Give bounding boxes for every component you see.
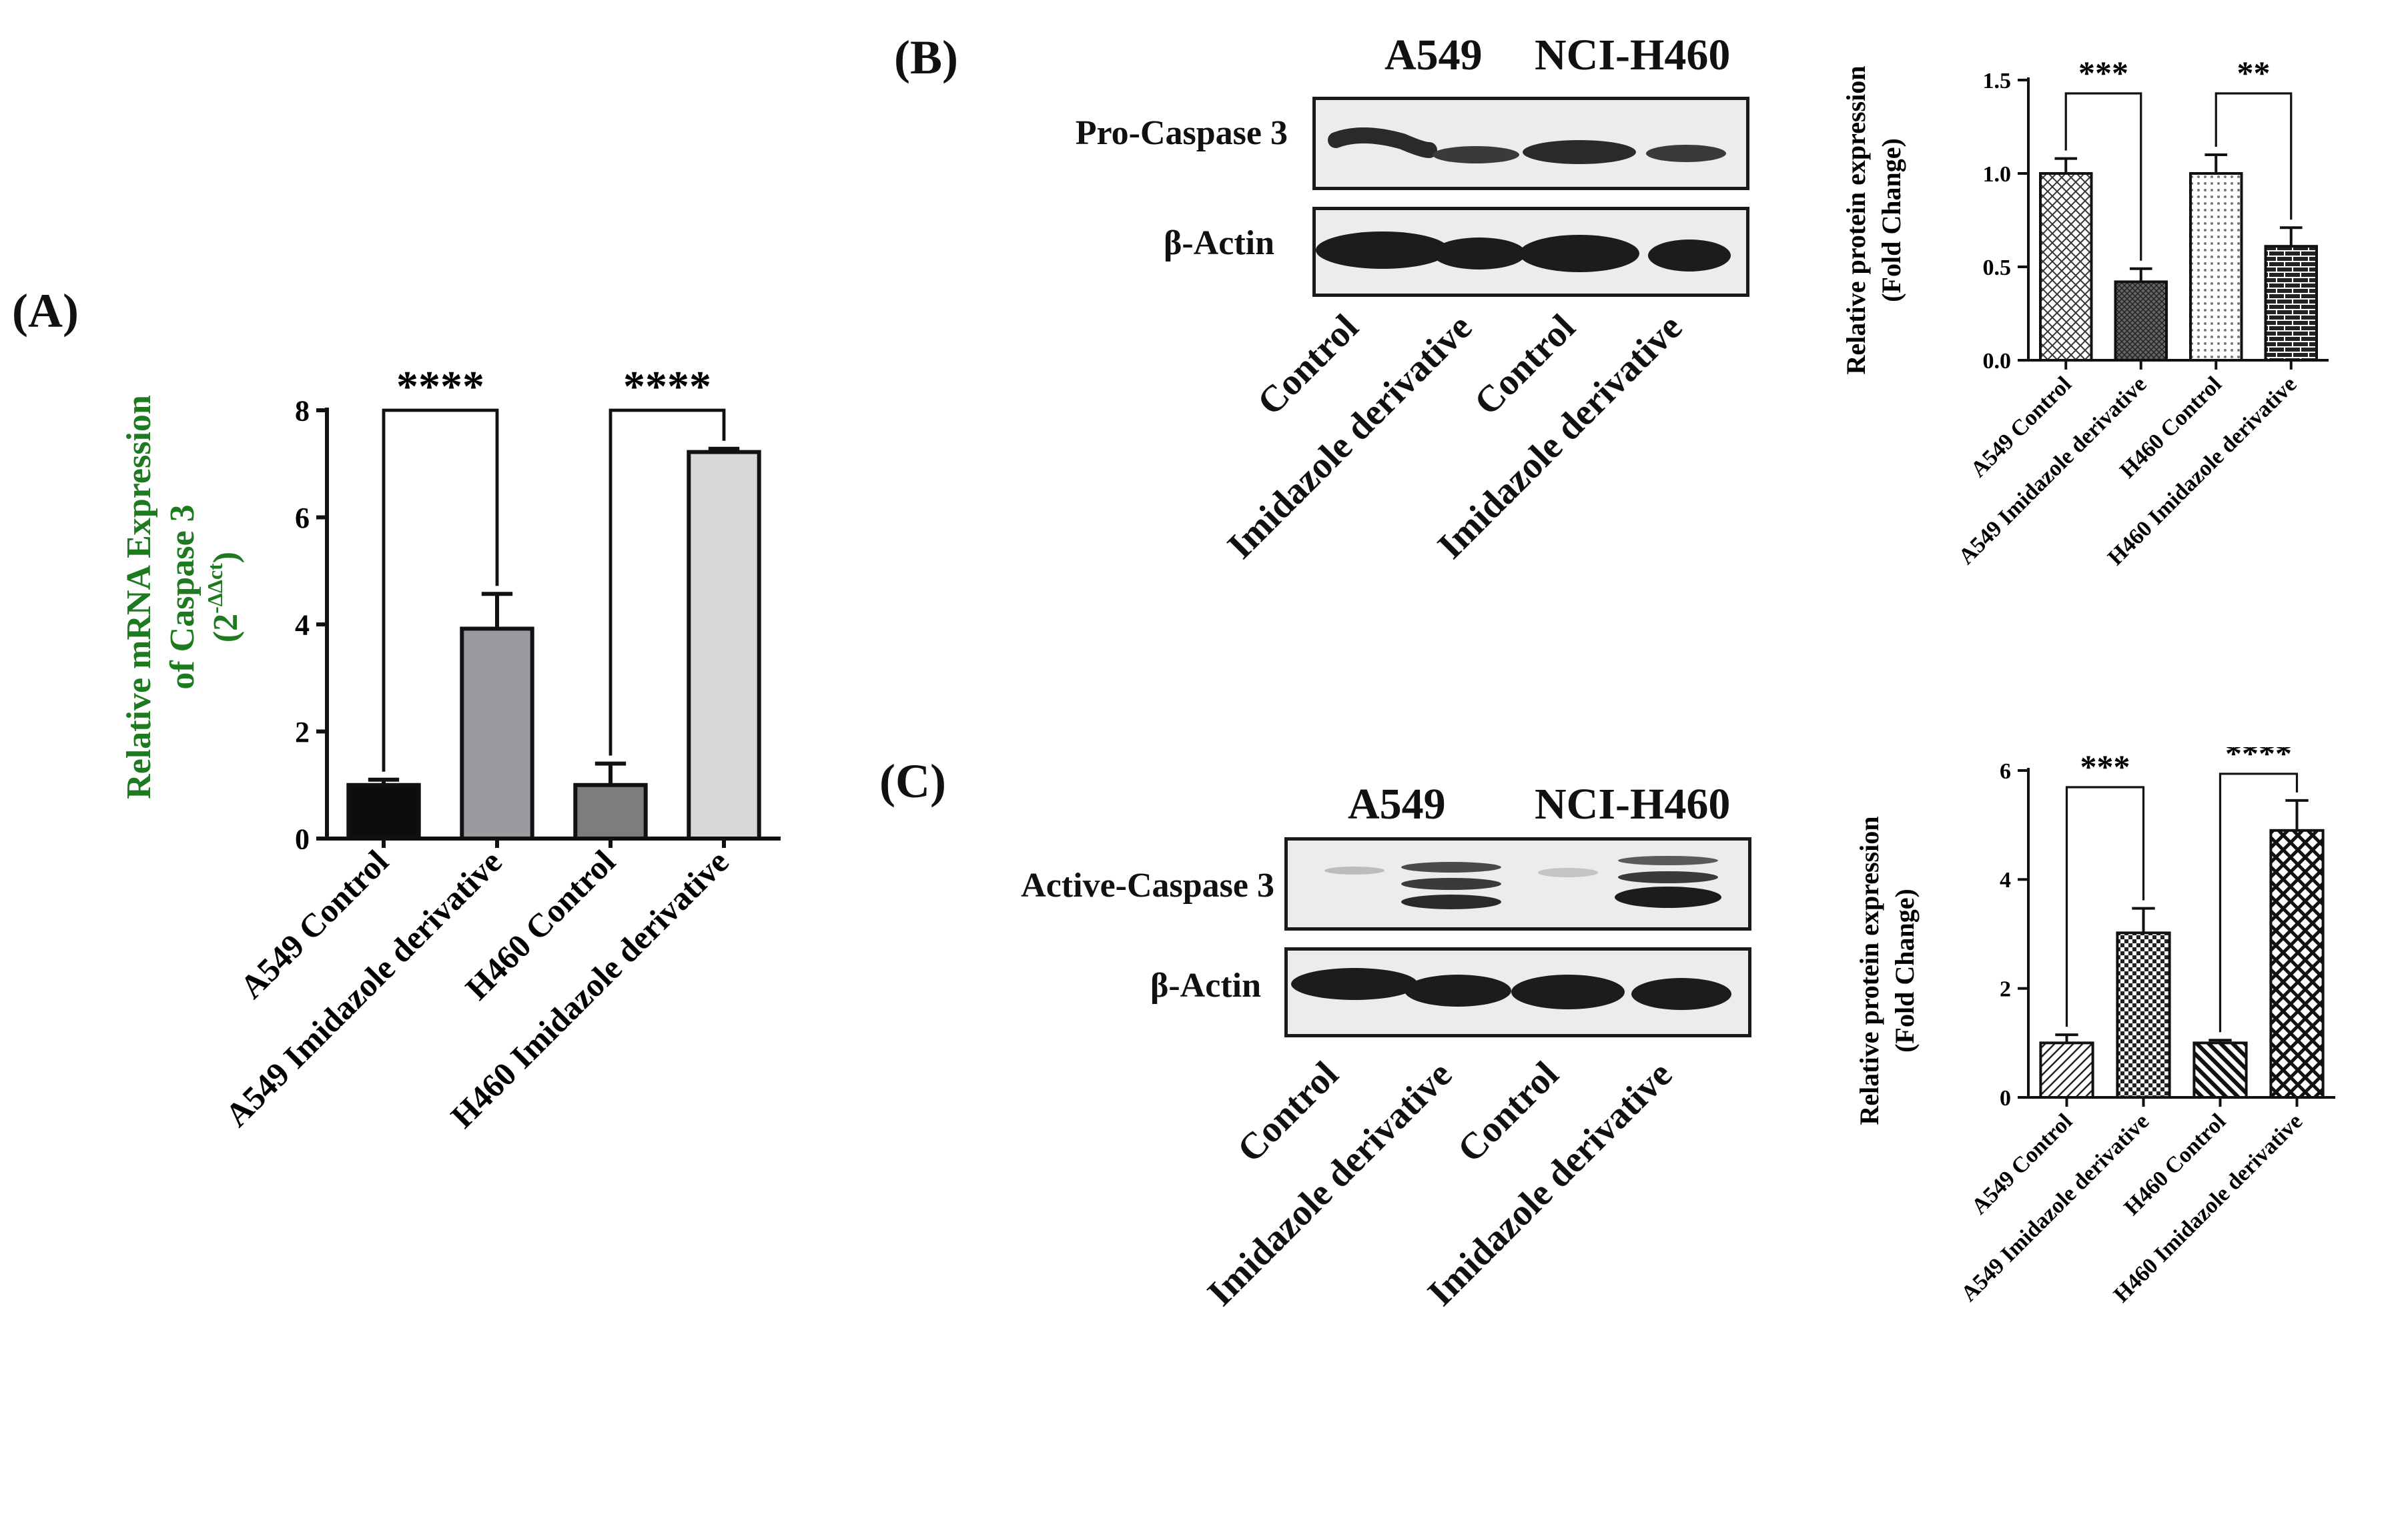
bar — [2192, 1041, 2248, 1099]
blot-band — [1316, 231, 1449, 269]
blot-band — [1328, 127, 1437, 158]
bar — [687, 450, 761, 841]
bar — [2116, 931, 2171, 1099]
significance-stars: *** — [2080, 748, 2130, 785]
blot-band — [1519, 235, 1639, 272]
y-label-line-2: of Caspase 3 — [163, 504, 202, 689]
bar — [2039, 1041, 2094, 1099]
significance-bracket — [382, 408, 499, 772]
y-tick-label: 1.5 — [1983, 69, 2012, 93]
significance-bracket — [2064, 92, 2142, 261]
bar — [2264, 245, 2318, 362]
y-tick-label: 0.5 — [1983, 256, 2012, 280]
significance-stars: ** — [2237, 54, 2271, 91]
panel-c-label: (C) — [879, 754, 946, 808]
blot-b-actin-strip — [1312, 207, 1749, 297]
y-tick-label: 6 — [2000, 759, 2011, 784]
blot-band — [1648, 239, 1731, 272]
y-tick-label: 2 — [2000, 977, 2011, 1002]
y-tick-label: 2 — [295, 716, 310, 748]
significance-stars: **** — [623, 362, 711, 411]
bar — [2269, 829, 2325, 1099]
blot-b-band-caspase: Pro-Caspase 3 — [1075, 114, 1288, 152]
bar — [573, 783, 648, 841]
significance-stars: **** — [2225, 747, 2292, 772]
bar — [460, 626, 534, 841]
blot-band — [1538, 868, 1598, 877]
blot-b-band-actin: β-Actin — [1163, 224, 1274, 262]
y-tick-label: 4 — [2000, 868, 2011, 893]
blot-band — [1511, 975, 1625, 1009]
blot-c-caspase-strip — [1284, 837, 1751, 931]
blot-band — [1404, 975, 1511, 1007]
bar — [2039, 172, 2093, 362]
bar — [346, 783, 421, 841]
blot-band — [1401, 862, 1501, 873]
bar — [2189, 172, 2243, 362]
y-label-line-2: (Fold Change) — [1876, 138, 1906, 302]
significance-bracket — [2215, 92, 2293, 220]
blot-c-actin-strip — [1284, 947, 1751, 1037]
y-label-line-2: (Fold Change) — [1890, 889, 1920, 1053]
blot-c-band-actin: β-Actin — [1150, 967, 1261, 1005]
significance-stars: *** — [2078, 54, 2128, 91]
bar — [2114, 280, 2168, 362]
blot-band — [1615, 887, 1721, 908]
y-label-line-1: Relative protein expression — [1841, 66, 1871, 375]
blot-band — [1433, 237, 1526, 270]
y-tick-label: 6 — [295, 502, 310, 534]
blot-band — [1291, 968, 1418, 1000]
significance-bracket — [2065, 786, 2145, 1027]
blot-band — [1618, 871, 1718, 883]
y-axis-label: Relative mRNA Expression of Caspase 3 (2-Δ… — [120, 395, 245, 799]
blot-band — [1631, 978, 1731, 1010]
significance-bracket — [609, 408, 726, 756]
y-tick-label: 0.0 — [1983, 349, 2012, 374]
blot-band — [1523, 140, 1636, 164]
blot-band — [1646, 145, 1726, 162]
y-label-formula: (2-ΔΔct) — [203, 552, 245, 642]
blot-b-group-h460: NCI-H460 — [1535, 31, 1731, 79]
y-tick-label: 4 — [295, 608, 310, 641]
y-tick-label: 0 — [2000, 1086, 2011, 1111]
significance-stars: **** — [396, 362, 484, 411]
y-tick-label: 0 — [295, 823, 310, 855]
blot-band — [1401, 895, 1501, 909]
blot-c-group-h460: NCI-H460 — [1535, 780, 1731, 829]
blot-band — [1401, 878, 1501, 890]
y-label-line-1: Relative protein expression — [1854, 817, 1884, 1125]
significance-bracket — [2219, 773, 2299, 1033]
blot-band — [1433, 146, 1519, 163]
blot-b-caspase-strip — [1312, 97, 1749, 190]
panel-b-label: (B) — [894, 31, 958, 84]
blot-b-group-a549: A549 — [1384, 31, 1483, 79]
blot-c-group-a549: A549 — [1348, 780, 1446, 829]
y-label-line-1: Relative mRNA Expression — [120, 395, 158, 799]
panel-a-label: (A) — [12, 284, 79, 338]
y-tick-label: 1.0 — [1983, 162, 2012, 187]
y-tick-label: 8 — [295, 394, 310, 427]
blot-band — [1324, 867, 1384, 875]
blot-c-band-caspase: Active-Caspase 3 — [1021, 867, 1274, 905]
blot-band — [1618, 856, 1718, 865]
